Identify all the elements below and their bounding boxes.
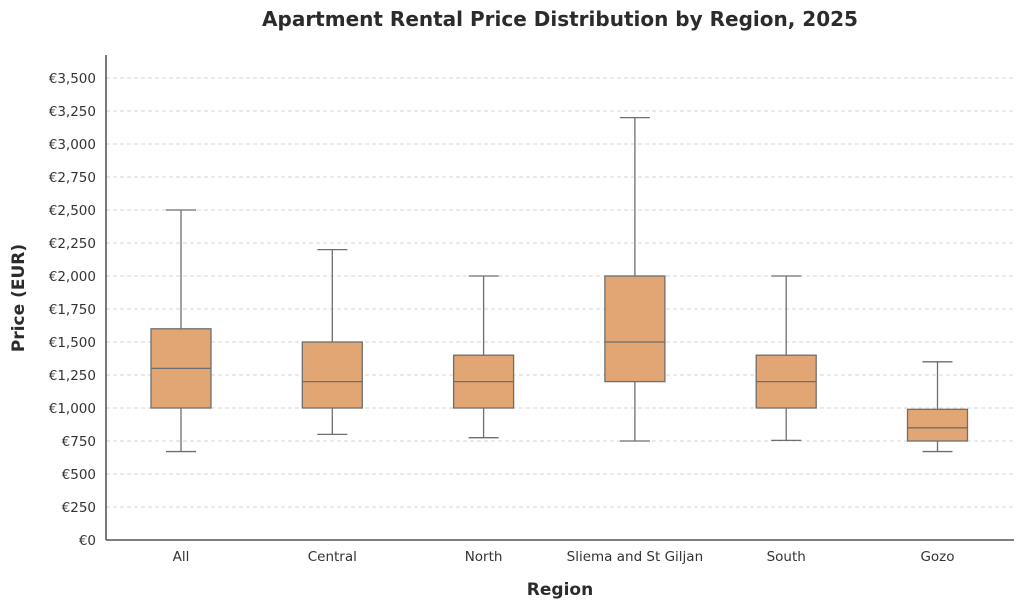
x-tick-label: Gozo [920,549,954,565]
chart-title: Apartment Rental Price Distribution by R… [262,7,858,31]
x-axis-title: Region [527,580,593,600]
x-axis-ticks: All Central North Sliema and St Giljan South… [173,549,955,565]
box-gozo [906,361,969,453]
box-central [301,248,363,436]
box-iqr [301,341,363,409]
y-tick-label: €2,250 [49,236,96,252]
y-tick-label: €1,500 [49,335,96,351]
box-sliema-and-st-giljan [604,116,666,442]
y-tick-label: €3,000 [49,137,96,153]
box-all [150,209,212,453]
x-tick-label: North [465,549,503,565]
y-tick-label: €3,500 [49,71,96,87]
y-tick-label: €2,000 [49,269,96,285]
box-series [150,116,969,453]
x-tick-label: All [173,549,190,565]
box-north [452,275,515,439]
y-tick-label: €0 [79,533,96,549]
y-tick-label: €1,250 [49,368,96,384]
y-tick-label: €2,750 [49,170,96,186]
y-tick-label: €500 [62,467,96,483]
y-tick-label: €1,000 [49,401,96,417]
y-axis-ticks: €0 €250 €500 €750 €1,000 €1,250 €1,500 €1,750 €2… [49,71,96,549]
grid-lines [106,77,1014,508]
box-iqr [604,275,666,383]
y-tick-label: €250 [62,500,96,516]
y-tick-label: €750 [62,434,96,450]
x-tick-label: Sliema and St Giljan [567,549,703,565]
y-tick-label: €1,750 [49,302,96,318]
y-tick-label: €3,250 [49,104,96,120]
x-tick-label: South [767,549,806,565]
box-iqr [906,408,969,442]
box-south [755,275,817,441]
x-tick-label: Central [308,549,357,565]
y-axis-title: Price (EUR) [9,244,29,352]
y-tick-label: €2,500 [49,203,96,219]
